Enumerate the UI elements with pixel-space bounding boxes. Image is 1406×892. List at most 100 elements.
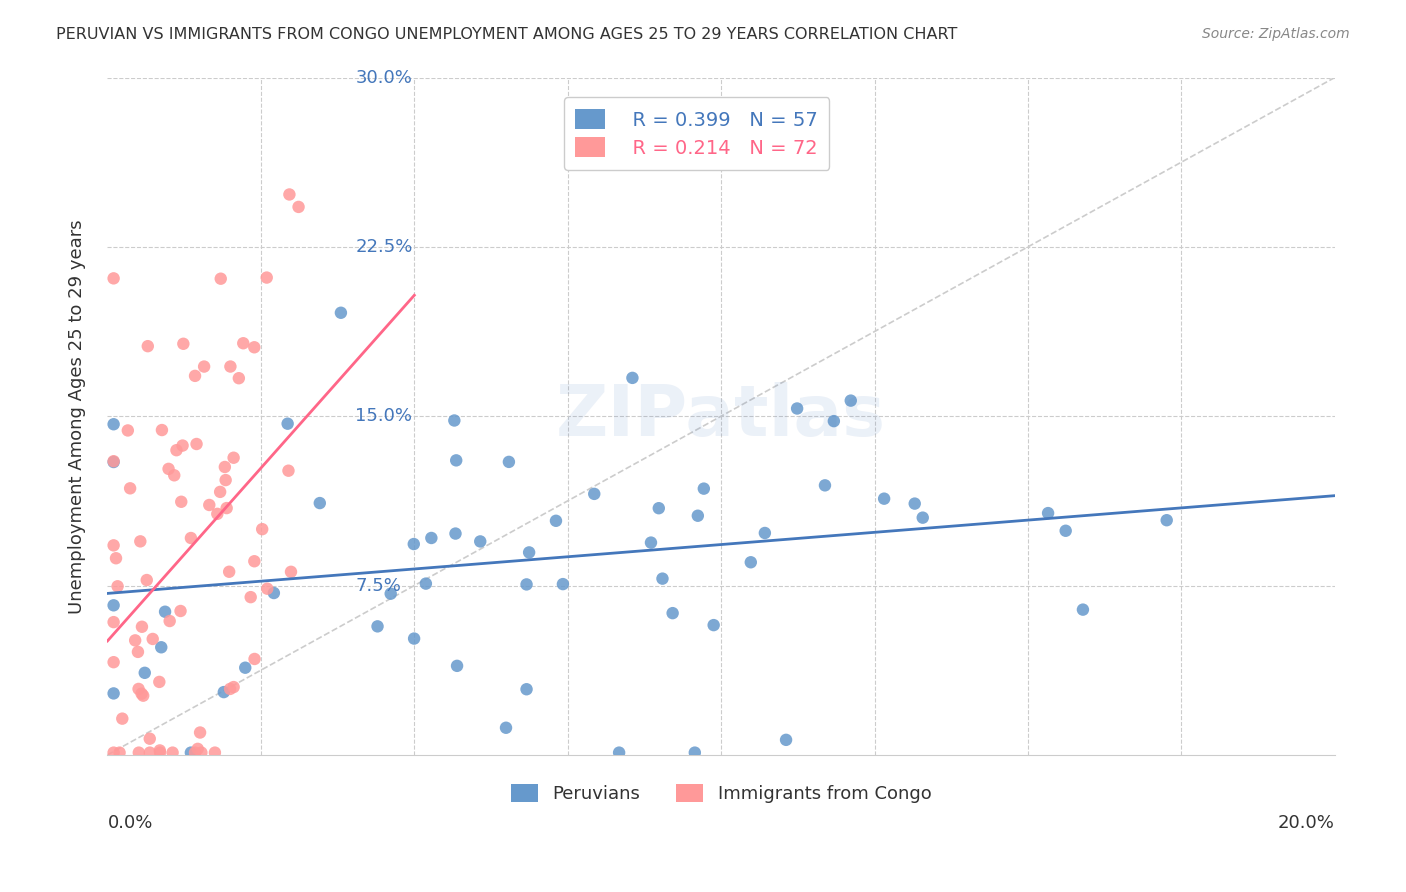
Point [207,507,229,521]
Point [128,681,150,696]
Point [1071,602,1094,616]
Point [172,439,194,453]
Point [135,573,157,587]
Point [218,565,240,579]
Point [498,455,520,469]
Point [740,555,762,569]
Point [198,498,221,512]
Point [193,359,215,374]
Point [544,514,567,528]
Point [103,655,125,669]
Point [703,618,725,632]
Point [219,681,242,696]
Text: 0.0%: 0.0% [107,814,153,831]
Point [117,424,139,438]
Point [329,306,352,320]
Point [103,271,125,285]
Point [250,522,273,536]
Text: 22.5%: 22.5% [356,238,413,256]
Point [163,468,186,483]
Point [280,565,302,579]
Point [443,413,465,427]
Text: ZIPatlas: ZIPatlas [555,382,886,450]
Text: PERUVIAN VS IMMIGRANTS FROM CONGO UNEMPLOYMENT AMONG AGES 25 TO 29 YEARS CORRELA: PERUVIAN VS IMMIGRANTS FROM CONGO UNEMPL… [56,27,957,42]
Point [162,746,184,760]
Point [516,682,538,697]
Point [136,339,159,353]
Point [308,496,330,510]
Point [103,538,125,552]
Point [444,453,467,467]
Point [120,481,142,495]
Point [188,725,211,739]
Point [107,579,129,593]
Point [904,497,927,511]
Point [222,450,245,465]
Point [516,577,538,591]
Point [186,437,208,451]
Point [153,605,176,619]
Point [243,554,266,568]
Point [149,746,172,760]
Point [180,746,202,760]
Point [166,443,188,458]
Text: Unemployment Among Ages 25 to 29 years: Unemployment Among Ages 25 to 29 years [67,219,86,614]
Point [172,336,194,351]
Point [103,746,125,760]
Point [180,531,202,545]
Point [212,685,235,699]
Point [367,619,389,633]
Point [263,586,285,600]
Point [683,746,706,760]
Point [131,620,153,634]
Point [551,577,574,591]
Point [108,746,131,760]
Point [693,482,716,496]
Point [222,680,245,694]
Point [277,464,299,478]
Point [157,462,180,476]
Point [517,545,540,559]
Point [111,712,134,726]
Point [190,746,212,760]
Point [214,460,236,475]
Point [786,401,808,416]
Point [583,487,606,501]
Point [204,746,226,760]
Point [103,417,125,432]
Point [169,604,191,618]
Point [103,455,125,469]
Point [150,423,173,437]
Point [380,587,402,601]
Point [187,742,209,756]
Point [215,501,238,516]
Point [139,746,162,760]
Point [209,271,232,285]
Point [420,531,443,545]
Point [103,615,125,629]
Point [621,371,644,385]
Point [404,632,426,646]
Point [415,576,437,591]
Point [128,746,150,760]
Point [142,632,165,646]
Text: 20.0%: 20.0% [1278,814,1334,831]
Point [1054,524,1077,538]
Point [686,508,709,523]
Point [149,743,172,757]
Point [228,371,250,385]
Point [651,572,673,586]
Point [134,665,156,680]
Point [754,526,776,541]
Point [124,633,146,648]
Text: 15.0%: 15.0% [356,407,412,425]
Point [823,414,845,428]
Point [911,510,934,524]
Point [159,614,181,628]
Point [1156,513,1178,527]
Point [873,491,896,506]
Point [233,661,256,675]
Point [214,473,236,487]
Point [278,187,301,202]
Point [232,336,254,351]
